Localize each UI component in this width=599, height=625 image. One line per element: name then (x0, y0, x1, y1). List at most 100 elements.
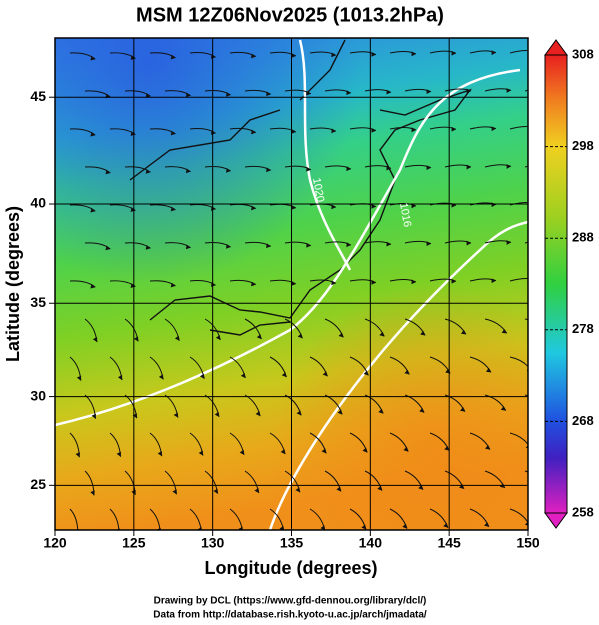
arrowhead (331, 204, 336, 210)
arrowhead (371, 203, 376, 209)
arrowhead (306, 242, 311, 248)
streamlines (69, 49, 536, 530)
arrowhead (256, 334, 262, 340)
arrowhead (532, 278, 536, 283)
arrowhead (491, 202, 496, 208)
arrowhead (240, 373, 246, 378)
arrowhead (451, 126, 456, 132)
arrowhead (346, 90, 351, 96)
arrowhead (451, 50, 456, 56)
arrowhead (377, 485, 382, 491)
arrowhead (185, 244, 191, 250)
x-tick-label: 125 (122, 535, 146, 551)
x-tick-label: 145 (437, 535, 461, 551)
arrowhead (90, 490, 95, 496)
arrowhead (484, 522, 489, 527)
arrowhead (443, 522, 448, 528)
arrowhead (426, 241, 431, 247)
colorbar (544, 54, 568, 514)
arrowhead (251, 129, 256, 135)
arrowhead (362, 447, 368, 453)
streamline (509, 432, 528, 446)
y-tick-label: 45 (30, 88, 46, 104)
arrowhead (466, 240, 471, 246)
arrowhead (411, 127, 416, 133)
arrowhead (386, 165, 391, 171)
x-tick-label: 140 (359, 535, 383, 551)
arrowhead (386, 241, 391, 247)
arrowhead (460, 407, 465, 412)
colorbar-tick-label: 268 (572, 413, 594, 428)
arrowhead (291, 53, 296, 58)
arrowhead (491, 126, 496, 132)
colorbar-tick-label: 308 (572, 46, 594, 61)
arrowhead (145, 169, 151, 174)
arrowhead (295, 487, 300, 493)
x-tick-label: 120 (43, 535, 67, 551)
arrowhead (403, 446, 409, 452)
arrowhead (238, 526, 243, 530)
arrowhead (145, 245, 151, 250)
arrowhead (306, 166, 311, 172)
arrowhead (75, 452, 81, 458)
arrowhead (291, 281, 296, 286)
streamline (509, 508, 528, 524)
arrowhead (532, 50, 536, 55)
y-tick-label: 40 (30, 195, 46, 211)
arrowhead (158, 374, 164, 380)
arrowhead (116, 451, 121, 457)
arrowhead (361, 524, 366, 530)
arrowhead (402, 523, 408, 529)
arrowhead (338, 332, 344, 338)
arrowhead (133, 336, 139, 342)
arrowhead (210, 54, 216, 59)
arrowhead (173, 412, 178, 418)
credit-line: Data from http://database.rish.kyoto-u.a… (153, 610, 427, 621)
arrowhead (291, 129, 296, 134)
arrowhead (337, 409, 343, 415)
arrowhead (291, 205, 296, 210)
arrowhead (501, 328, 507, 334)
x-tick-label: 130 (201, 535, 225, 551)
arrowhead (506, 88, 511, 93)
contour-label: 1020 (310, 177, 326, 203)
arrowhead (363, 370, 369, 376)
colorbar-extend-top (544, 39, 568, 56)
colorbar-tick-label: 278 (572, 321, 594, 336)
credit-line: Drawing by DCL (https://www.gfd-dennou.o… (154, 596, 427, 607)
arrowhead (225, 243, 231, 249)
arrowhead (145, 93, 151, 98)
streamline (109, 508, 120, 530)
arrowhead (174, 335, 180, 341)
arrowhead (486, 367, 491, 373)
isobar (55, 39, 528, 530)
streamline (509, 277, 528, 282)
arrowhead (239, 449, 245, 455)
arrowhead (251, 53, 256, 59)
y-axis-label: Latitude (degrees) (3, 206, 23, 362)
arrowhead (386, 89, 391, 95)
y-tick-label: 35 (30, 294, 46, 310)
contour-label: 1016 (397, 202, 413, 228)
arrowhead (371, 127, 376, 133)
arrowhead (411, 203, 416, 209)
y-tick-label: 25 (30, 476, 46, 492)
arrowhead (320, 525, 325, 530)
arrowhead (280, 449, 286, 455)
arrowhead (266, 91, 271, 97)
arrowhead (251, 205, 256, 211)
arrowhead (251, 281, 256, 287)
x-tick-label: 150 (516, 535, 540, 551)
arrowhead (297, 333, 303, 339)
arrowhead (225, 91, 231, 97)
arrowhead (185, 168, 191, 174)
x-tick-label: 135 (280, 535, 304, 551)
colorbar-tick-label: 298 (572, 138, 594, 153)
y-tick-label: 30 (30, 387, 46, 403)
arrowhead (331, 128, 336, 134)
arrowhead (411, 279, 416, 285)
colorbar-tick-label: 288 (572, 230, 594, 245)
arrowhead (76, 375, 82, 381)
